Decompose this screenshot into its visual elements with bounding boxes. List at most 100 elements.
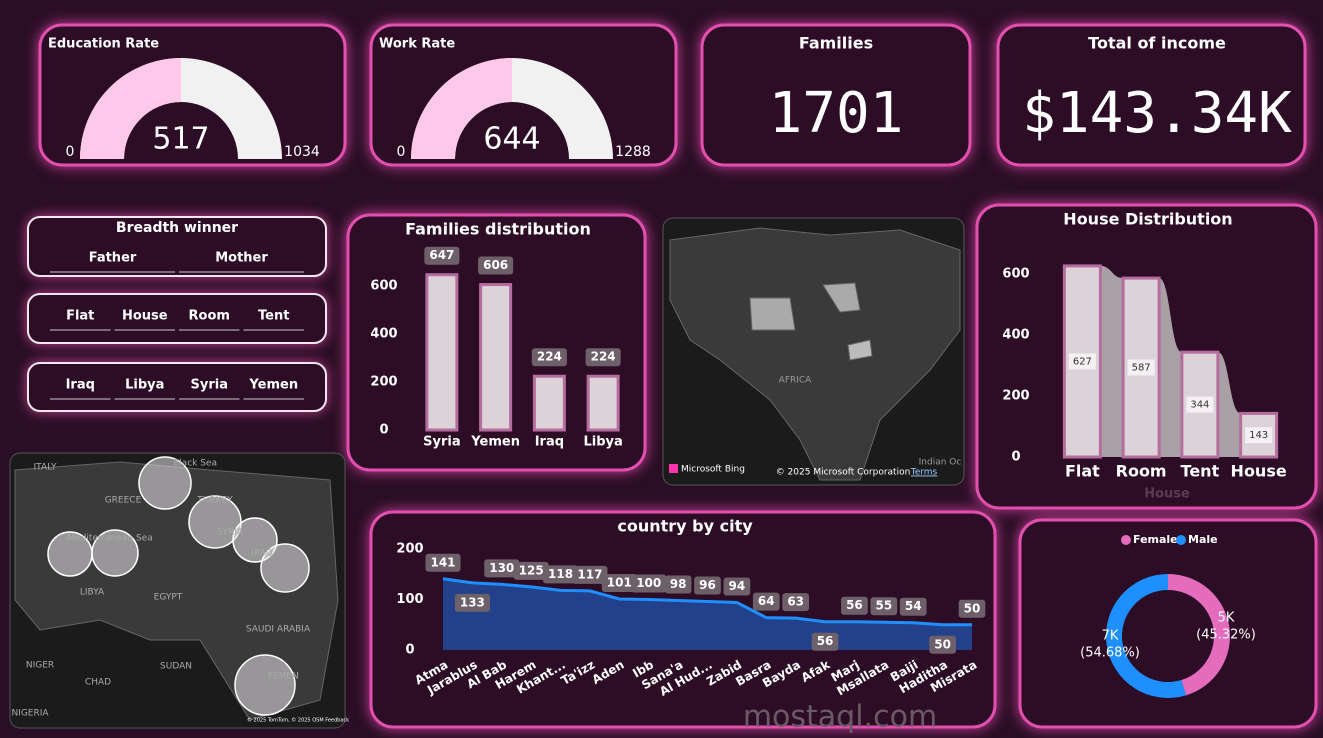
- map-attribution: © 2025 TomTom, © 2025 OSM Feedback: [247, 717, 349, 724]
- data-label-bg: [425, 553, 461, 572]
- line: [442, 577, 972, 627]
- map-label: Indian Oc: [919, 458, 962, 468]
- card: [1018, 518, 1318, 729]
- x-tick-label: Room: [1116, 462, 1167, 481]
- slicer-item[interactable]: Syria: [191, 378, 228, 393]
- map-label: SUDAN: [160, 662, 192, 672]
- data-label: 100: [636, 576, 661, 590]
- legend-label: Female: [1133, 533, 1178, 546]
- data-label: 143: [1249, 430, 1268, 441]
- data-label: 56: [846, 598, 863, 612]
- area: [443, 578, 972, 650]
- map-label: AFRICA: [779, 376, 813, 386]
- bar: [532, 374, 566, 432]
- gauge-min: 0: [66, 144, 75, 160]
- data-label-bg: [572, 565, 608, 584]
- card-value: $143.34K: [1022, 81, 1292, 146]
- data-label: 344: [1190, 400, 1209, 411]
- data-label: 587: [1132, 363, 1151, 374]
- map-label: SYRIA: [217, 528, 244, 538]
- map-brand: Microsoft Bing: [681, 465, 745, 475]
- data-label-bg: [694, 576, 721, 595]
- slicer-item[interactable]: Room: [189, 309, 230, 324]
- data-label: 627: [1073, 356, 1092, 367]
- y-tick-label: 200: [396, 542, 423, 557]
- map-label: TURKEY: [196, 496, 233, 506]
- gauge-max: 1288: [615, 144, 651, 160]
- gauge-value: 517: [152, 122, 209, 157]
- gauge-min: 0: [397, 144, 406, 160]
- data-label-bg: [454, 593, 490, 612]
- data-label: 224: [591, 350, 616, 364]
- slicer-item[interactable]: Iraq: [66, 378, 95, 393]
- map-terms[interactable]: Terms: [910, 468, 938, 478]
- map-label: Black Sea: [173, 459, 217, 469]
- data-label-bg: [424, 246, 460, 265]
- slicer-item[interactable]: House: [122, 309, 168, 324]
- ribbon: [1064, 265, 1277, 457]
- y-tick-label: 0: [1011, 450, 1020, 465]
- y-tick-label: 600: [370, 279, 397, 294]
- slicer-item[interactable]: Flat: [66, 309, 94, 324]
- map-bubble: [91, 529, 139, 577]
- data-label-bg: [752, 592, 780, 611]
- slicer-title: Breadth winner: [116, 220, 238, 236]
- map-label: NIGER: [26, 661, 54, 671]
- gauge-value: 644: [483, 122, 540, 157]
- map-bubble: [232, 517, 278, 563]
- y-tick-label: 200: [1002, 389, 1029, 404]
- map-label: YEMEN: [266, 672, 298, 682]
- map-bubble: [234, 654, 296, 716]
- data-label-bg: [484, 559, 520, 578]
- map-attribution: © 2025 Microsoft Corporation: [776, 468, 911, 478]
- y-tick-label: 200: [370, 375, 397, 390]
- map-label: ITALY: [34, 463, 57, 473]
- data-label: 101: [607, 575, 632, 589]
- slicer-item[interactable]: Father: [89, 251, 137, 266]
- y-tick-label: 400: [370, 327, 397, 342]
- x-tick-label: Tent: [1181, 462, 1220, 481]
- data-label-bg: [811, 632, 839, 651]
- chart-title: Families distribution: [405, 220, 591, 239]
- data-label-bg: [601, 573, 637, 592]
- data-label: (45.32%): [1196, 628, 1256, 643]
- donut-slice: [1168, 574, 1230, 696]
- x-tick-label: Iraq: [535, 435, 564, 450]
- card: [700, 23, 972, 167]
- gauge-max: 1034: [284, 144, 320, 160]
- y-tick-label: 0: [379, 423, 388, 438]
- bing-logo: [669, 464, 678, 473]
- data-label-bg: [664, 575, 692, 594]
- data-label-bg: [958, 599, 986, 618]
- chart-title: country by city: [617, 517, 753, 536]
- data-label-bg: [1127, 359, 1155, 376]
- slicer-item[interactable]: Mother: [215, 251, 268, 266]
- x-tick-label: Flat: [1065, 462, 1100, 481]
- data-label: 63: [787, 595, 804, 609]
- data-label-bg: [1186, 396, 1214, 413]
- map-label: LIBYA: [80, 588, 105, 598]
- x-tick-label: Libya: [583, 435, 622, 450]
- slicer: [27, 216, 327, 277]
- data-label: 606: [483, 258, 508, 272]
- data-label-bg: [513, 561, 549, 580]
- bar: [425, 273, 459, 432]
- data-label: (54.68%): [1080, 646, 1140, 661]
- data-label-bg: [1245, 427, 1273, 444]
- data-label: 98: [670, 577, 687, 591]
- chart-title: House Distribution: [1063, 210, 1232, 229]
- slicer-item[interactable]: Tent: [258, 309, 289, 324]
- map-label: Mediterranean Sea: [67, 534, 152, 544]
- map-label: GREECE: [105, 496, 142, 506]
- x-tick-label: House: [1231, 462, 1287, 481]
- data-label: 133: [460, 595, 485, 609]
- slicer-item[interactable]: Yemen: [248, 378, 298, 393]
- data-label-bg: [1068, 353, 1096, 370]
- gauge-title: Work Rate: [379, 37, 455, 52]
- data-label: 647: [429, 248, 454, 262]
- data-label: 54: [905, 599, 922, 613]
- map-label: CHAD: [85, 678, 111, 688]
- slicer-item[interactable]: Libya: [125, 378, 164, 393]
- data-label-bg: [585, 348, 621, 367]
- data-label: 141: [430, 555, 455, 569]
